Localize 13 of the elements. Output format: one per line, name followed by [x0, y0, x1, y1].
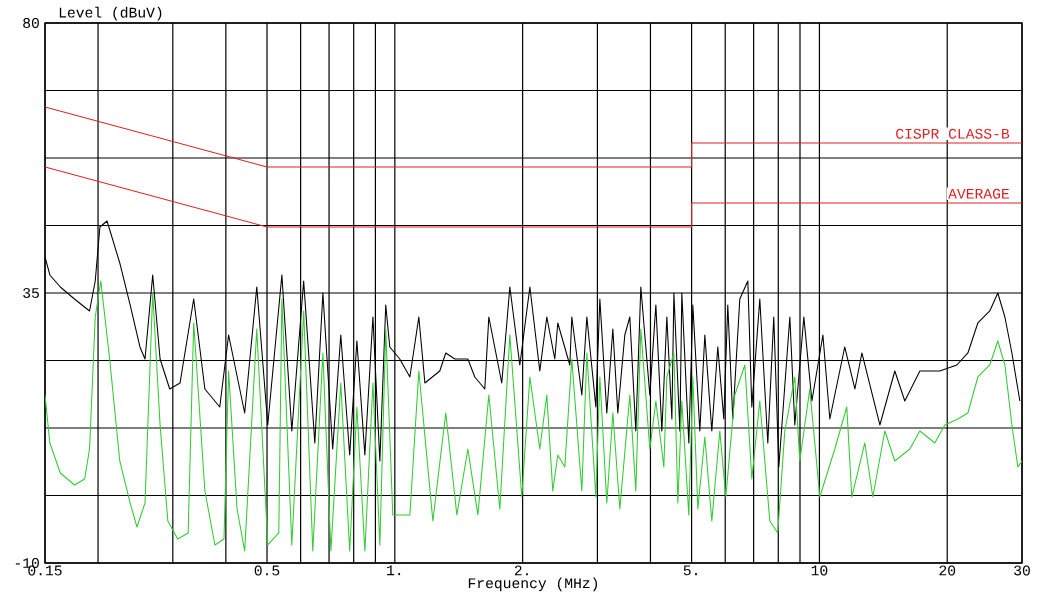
x-tick-label: 5.: [683, 565, 697, 576]
x-tick-label: 0.5: [254, 565, 280, 576]
x-tick-label: 10: [811, 565, 828, 576]
y-axis-title: Level (dBuV): [59, 6, 162, 21]
x-axis-title: Frequency (MHz): [468, 577, 598, 592]
series-label: AVERAGE: [948, 188, 1009, 199]
series-label: CISPR CLASS-B: [896, 128, 1010, 139]
y-tick-label: 80: [23, 18, 39, 28]
x-tick-label: 1.: [387, 565, 401, 576]
x-tick-label: 30: [1014, 565, 1030, 576]
x-tick-label: 20: [939, 565, 956, 576]
x-tick-label: 2.: [514, 565, 528, 576]
y-tick-label: 35: [23, 288, 39, 298]
